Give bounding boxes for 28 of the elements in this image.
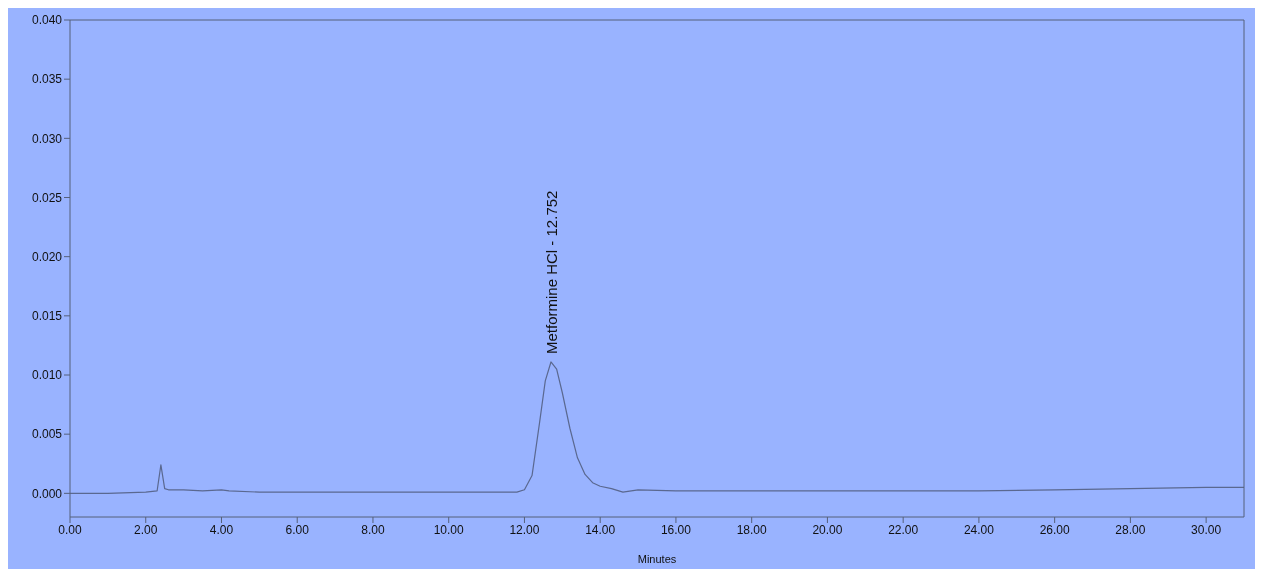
x-tick-label: 26.00 <box>1039 522 1070 537</box>
y-tick-label: 0.030 <box>31 131 63 146</box>
x-tick-label: 30.00 <box>1191 522 1222 537</box>
y-tick-label: 0.005 <box>31 427 63 442</box>
y-tick-label: 0.015 <box>31 309 63 324</box>
line-series <box>70 361 1244 494</box>
x-tick-label: 10.00 <box>433 522 465 537</box>
y-tick-label: 0.025 <box>31 190 63 205</box>
x-tick-label: 12.00 <box>509 522 540 537</box>
x-tick-label: 8.00 <box>361 522 385 537</box>
x-tick-label: 18.00 <box>736 522 768 537</box>
x-tick-label: 14.00 <box>585 522 616 537</box>
y-tick-label: 0.000 <box>31 486 63 501</box>
x-axis-title: Minutes <box>637 553 677 565</box>
x-tick-label: 22.00 <box>888 522 919 537</box>
y-tick-label: 0.040 <box>31 13 63 28</box>
x-tick-label: 6.00 <box>285 522 310 537</box>
x-tick-label: 24.00 <box>963 522 995 537</box>
x-tick-label: 16.00 <box>660 522 692 537</box>
y-tick-label: 0.020 <box>31 249 63 264</box>
x-tick-label: 0.00 <box>58 522 82 537</box>
x-tick-label: 20.00 <box>812 522 843 537</box>
x-tick-label: 2.00 <box>134 522 158 537</box>
x-tick-label: 4.00 <box>209 522 234 537</box>
y-tick-label: 0.035 <box>31 72 63 87</box>
annotation: Metformine HCl - 12.752 <box>542 190 560 354</box>
x-tick-label: 28.00 <box>1115 522 1146 537</box>
y-tick-label: 0.010 <box>31 368 63 383</box>
